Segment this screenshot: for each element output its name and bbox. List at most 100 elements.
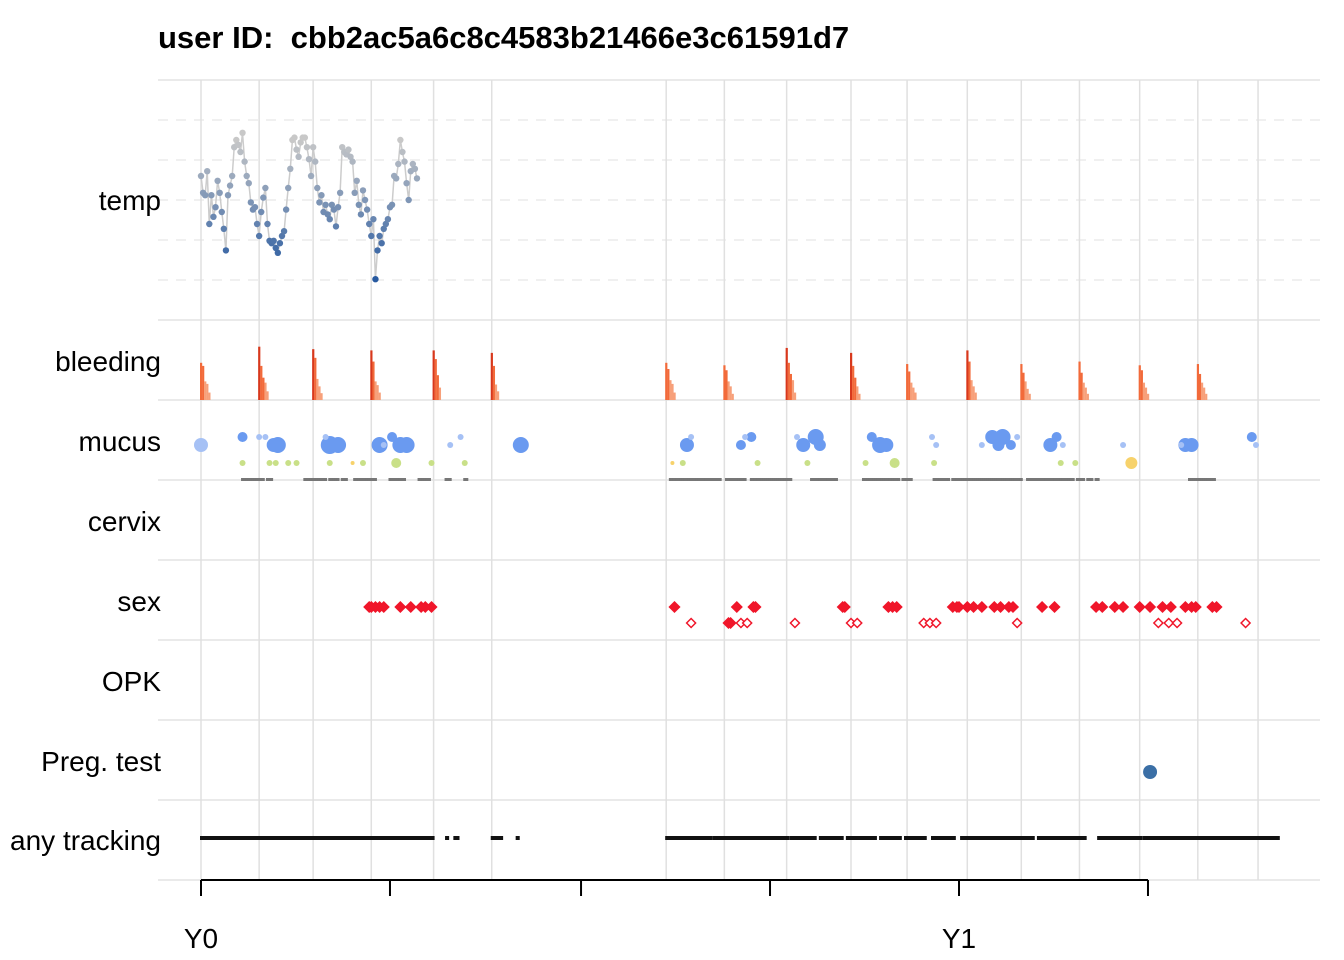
mucus-dry-mark [396, 478, 400, 481]
mucus-dry-mark [955, 478, 959, 481]
mucus-point [272, 460, 279, 466]
bleeding-bar [1022, 372, 1025, 400]
mucus-dry-mark [1009, 478, 1013, 481]
mucus-dry-mark [315, 478, 319, 481]
temp-point [197, 172, 205, 180]
bleeding-bar [1020, 364, 1023, 400]
mucus-dry-mark [695, 478, 699, 481]
bleeding-bar [1205, 393, 1208, 400]
mucus-dry-mark [822, 478, 826, 481]
bleeding-bar [1200, 382, 1204, 400]
temp-point [226, 182, 234, 189]
temp-point [297, 139, 304, 146]
temp-point [245, 180, 252, 187]
sex-protected-mark [1108, 600, 1121, 614]
mucus-dry-mark [726, 478, 730, 481]
mucus-dry-mark [427, 478, 431, 481]
sex-unprotected-mark [685, 617, 697, 629]
temp-point [413, 175, 421, 182]
sex-protected-mark [952, 600, 966, 614]
temp-point [372, 276, 379, 283]
mucus-dry-mark [884, 478, 888, 481]
mucus-point [262, 434, 269, 440]
mucus-dry-mark [751, 478, 755, 481]
bleeding-bar [793, 392, 797, 400]
temp-point [270, 237, 277, 244]
bleeding-bar [1138, 365, 1141, 400]
mucus-dry-mark [336, 478, 340, 481]
mucus-point [862, 460, 869, 466]
mucus-dry-mark [251, 478, 255, 481]
mucus-dry-mark [718, 478, 722, 481]
temp-point [401, 158, 408, 165]
temp-point [374, 247, 381, 254]
mucus-dry-mark [465, 478, 469, 481]
bleeding-bar [912, 387, 915, 400]
mucus-dry-mark [303, 478, 307, 481]
mucus-dry-mark [947, 478, 951, 481]
mucus-dry-mark [772, 478, 776, 481]
mucus-dry-mark [398, 478, 402, 481]
bleeding-bar [972, 386, 975, 400]
temp-point [278, 232, 286, 240]
mucus-dry-mark [355, 478, 359, 481]
row-label-sex: sex [117, 586, 161, 617]
mucus-point [1252, 442, 1259, 448]
bleeding-bar [906, 364, 909, 400]
sex-protected-mark [1116, 600, 1130, 614]
mucus-dry-mark [826, 478, 830, 481]
mucus-dry-mark [834, 478, 838, 481]
sex-protected-mark [749, 600, 762, 614]
mucus-dry-mark [448, 478, 452, 481]
mucus-dry-mark [876, 478, 880, 481]
mucus-point [293, 460, 300, 466]
bleeding-bar [669, 380, 672, 400]
mucus-dry-mark [716, 478, 720, 481]
mucus-dry-mark [1017, 478, 1021, 481]
mucus-dry-mark [243, 478, 247, 481]
temp-point [210, 213, 217, 220]
temp-point [218, 208, 225, 216]
mucus-dry-mark [882, 478, 886, 481]
mucus-point [269, 437, 286, 453]
mucus-dry-mark [1198, 478, 1202, 481]
temp-point [353, 177, 360, 184]
mucus-dry-mark [832, 478, 836, 481]
mucus-dry-mark [768, 478, 772, 481]
mucus-dry-mark [710, 478, 714, 481]
mucus-point [457, 434, 464, 440]
mucus-dry-mark [1001, 478, 1005, 481]
mucus-dry-mark [691, 478, 695, 481]
mucus-dry-mark [1188, 478, 1192, 481]
mucus-dry-mark [704, 478, 708, 481]
bleeding-bar [370, 350, 373, 400]
bleeding-bar [970, 380, 973, 400]
sex-protected-mark [1156, 600, 1169, 614]
mucus-dry-mark [886, 478, 890, 481]
mucus-point [428, 460, 435, 466]
mucus-dry-mark [731, 478, 735, 481]
mucus-dry-mark [783, 478, 787, 481]
mucus-dry-mark [332, 478, 336, 481]
sex-protected-mark [1164, 600, 1177, 614]
mucus-dry-mark [1096, 478, 1100, 481]
mucus-dry-mark [363, 478, 367, 481]
temp-point [326, 216, 333, 223]
mucus-dry-mark [714, 478, 718, 481]
mucus-point [746, 432, 757, 442]
mucus-dry-mark [672, 478, 676, 481]
bleeding-bar [376, 385, 379, 400]
bleeding-bar [854, 377, 857, 400]
bleeding-bar [725, 370, 728, 400]
mucus-dry-mark [330, 478, 334, 481]
mucus-dry-mark [1082, 478, 1086, 481]
bleeding-bar [1144, 387, 1148, 400]
temp-point [324, 211, 331, 218]
sex-unprotected-mark [1163, 617, 1175, 629]
mucus-dry-mark [1048, 478, 1052, 481]
mucus-dry-mark [421, 478, 425, 481]
mucus-dry-mark [1190, 478, 1194, 481]
mucus-dry-mark [990, 478, 994, 481]
mucus-dry-mark [1202, 478, 1206, 481]
mucus-dry-mark [683, 478, 687, 481]
